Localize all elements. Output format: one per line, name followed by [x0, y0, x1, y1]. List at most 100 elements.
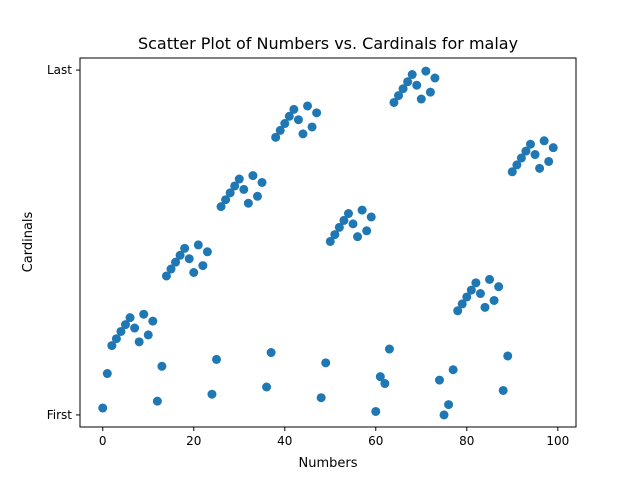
data-point-30 [234, 174, 244, 184]
data-point-27 [221, 195, 231, 205]
data-point-33 [248, 171, 258, 181]
data-point-98 [544, 156, 554, 166]
data-point-44 [298, 129, 308, 139]
data-point-79 [457, 299, 467, 309]
data-point-10 [143, 330, 153, 340]
y-axis-label: Cardinals [21, 211, 36, 272]
data-point-95 [530, 150, 540, 160]
data-point-83 [475, 289, 485, 299]
data-point-57 [357, 205, 367, 215]
points-layer [98, 66, 558, 420]
data-point-82 [471, 278, 481, 288]
data-point-43 [293, 115, 303, 125]
data-point-51 [330, 230, 340, 240]
data-point-42 [289, 104, 299, 114]
data-point-68 [407, 70, 417, 80]
data-point-22 [198, 261, 208, 271]
x-tick-label: 100 [546, 434, 569, 448]
data-point-32 [243, 198, 253, 208]
data-point-91 [512, 160, 522, 170]
data-point-97 [539, 136, 549, 146]
data-point-38 [271, 132, 281, 142]
data-point-87 [494, 282, 504, 292]
data-point-41 [284, 111, 294, 121]
data-point-65 [394, 91, 404, 101]
data-point-56 [353, 232, 363, 242]
x-ticks: 0 20 40 60 80 100 [99, 427, 569, 448]
data-point-99 [548, 143, 558, 153]
data-point-64 [389, 97, 399, 107]
data-point-23 [202, 247, 212, 257]
chart-title: Scatter Plot of Numbers vs. Cardinals fo… [138, 34, 518, 53]
data-point-73 [430, 73, 440, 83]
data-point-75 [439, 410, 449, 420]
data-point-49 [321, 358, 331, 368]
data-point-6 [125, 313, 135, 323]
plot-frame [79, 57, 577, 428]
data-point-46 [307, 122, 317, 132]
data-point-53 [339, 215, 349, 225]
x-tick-label: 40 [277, 434, 292, 448]
data-point-8 [134, 337, 144, 347]
data-point-62 [380, 379, 390, 389]
data-point-47 [312, 108, 322, 118]
data-point-36 [262, 382, 272, 392]
data-point-5 [121, 320, 130, 330]
data-point-69 [412, 80, 422, 90]
data-point-11 [148, 316, 158, 326]
data-point-76 [444, 400, 454, 410]
x-tick-label: 0 [99, 434, 107, 448]
data-point-78 [453, 306, 463, 316]
data-point-61 [375, 372, 385, 382]
data-point-85 [485, 274, 495, 284]
data-point-72 [425, 87, 435, 97]
data-point-67 [403, 77, 413, 87]
y-tick-label: First [47, 408, 73, 422]
data-point-70 [416, 94, 426, 104]
data-point-1 [102, 369, 112, 379]
data-point-15 [166, 264, 176, 274]
data-point-58 [362, 226, 372, 236]
data-point-13 [157, 361, 167, 371]
data-point-90 [507, 167, 517, 177]
data-point-66 [398, 84, 408, 94]
x-tick-label: 60 [368, 434, 383, 448]
x-axis-label: Numbers [299, 456, 358, 471]
data-point-93 [521, 146, 531, 156]
data-point-74 [434, 375, 444, 385]
data-point-63 [384, 344, 394, 354]
data-point-40 [280, 119, 290, 129]
data-point-24 [207, 389, 217, 399]
data-point-39 [275, 125, 285, 135]
data-point-31 [239, 184, 249, 194]
data-point-18 [180, 243, 190, 253]
data-point-7 [130, 323, 140, 333]
data-point-37 [266, 348, 276, 358]
data-point-77 [448, 365, 458, 375]
data-point-50 [325, 236, 335, 246]
data-point-34 [252, 191, 262, 201]
y-tick-label: Last [47, 63, 72, 77]
data-point-35 [257, 177, 267, 187]
data-point-80 [462, 292, 472, 302]
data-point-3 [111, 334, 121, 344]
x-tick-label: 20 [186, 434, 201, 448]
data-point-52 [334, 222, 344, 232]
data-point-48 [316, 393, 326, 403]
data-point-4 [116, 326, 126, 336]
data-point-29 [230, 181, 240, 191]
y-ticks: First Last [47, 63, 80, 422]
data-point-89 [503, 351, 513, 361]
data-point-16 [171, 257, 181, 267]
data-point-9 [139, 309, 149, 319]
data-point-21 [193, 240, 203, 250]
data-point-81 [466, 285, 476, 295]
data-point-14 [161, 271, 171, 281]
data-point-45 [303, 101, 313, 111]
data-point-84 [480, 302, 490, 312]
data-point-17 [175, 250, 185, 260]
data-point-92 [516, 153, 526, 163]
x-tick-label: 80 [459, 434, 474, 448]
data-point-60 [371, 406, 381, 416]
